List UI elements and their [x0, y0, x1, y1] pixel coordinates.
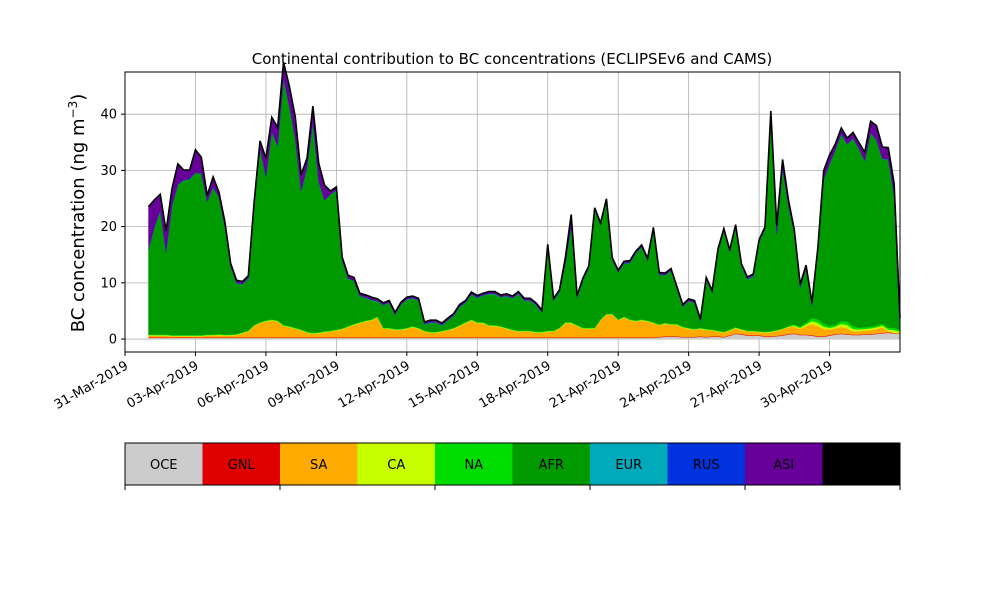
legend-label-rus: RUS: [693, 458, 720, 473]
x-tick-label: 12-Apr-2019: [336, 358, 413, 411]
y-axis-label-main: BC concentration (ng m: [68, 118, 89, 332]
x-tick-label: 30-Apr-2019: [758, 358, 835, 411]
legend-swatch-asi: [745, 443, 823, 485]
legend-label-ca: CA: [387, 458, 405, 473]
y-tick-label: 10: [100, 276, 117, 291]
x-tick-label: 06-Apr-2019: [195, 358, 272, 411]
legend-swatch-ca: [357, 443, 435, 485]
chart-title: Continental contribution to BC concentra…: [252, 50, 773, 68]
x-tick-label: 03-Apr-2019: [124, 358, 201, 411]
x-tick-label: 09-Apr-2019: [265, 358, 342, 411]
legend-label-afr: AFR: [539, 458, 564, 473]
legend-label-eur: EUR: [615, 458, 642, 473]
plot-area: 0 10 20 30 40 31-Mar-201903-Apr-201906-Apr-20…: [52, 61, 901, 413]
legend-label-asi: ASI: [773, 458, 794, 473]
legend-swatch-oce: [125, 443, 203, 485]
legend-label-na: NA: [464, 458, 483, 473]
legend-frame: [124, 442, 901, 486]
x-tick-label: 21-Apr-2019: [547, 358, 624, 411]
legend-label-gnl: GNL: [228, 458, 256, 473]
y-axis-label: BC concentration (ng m−3): [66, 94, 89, 333]
legend-swatch-eur: [590, 443, 668, 485]
plot-frame: [124, 71, 901, 353]
y-axis-label-close: ): [68, 94, 89, 101]
x-tick-label: 24-Apr-2019: [618, 358, 695, 411]
x-tick-label: 18-Apr-2019: [477, 358, 554, 411]
legend-swatch-aus: [822, 443, 900, 485]
legend-swatch-gnl: [202, 443, 280, 485]
y-tick-label: 30: [100, 164, 117, 179]
legend-label-aus: AUS: [848, 458, 875, 473]
x-tick-label: 15-Apr-2019: [406, 358, 483, 411]
legend-swatch-sa: [280, 443, 358, 485]
legend-swatch-na: [435, 443, 513, 485]
x-tick-label: 31-Mar-2019: [52, 358, 131, 412]
total-outline: [147, 61, 901, 324]
legend-label-oce: OCE: [150, 458, 178, 473]
x-tick-label: 27-Apr-2019: [688, 358, 765, 411]
y-axis-label-text: BC concentration (ng m−3): [66, 94, 89, 333]
y-axis-label-superscript: −3: [66, 101, 80, 119]
y-tick-label: 40: [100, 108, 117, 123]
y-tick-label: 20: [100, 220, 117, 235]
legend-swatch-afr: [512, 443, 590, 485]
legend-colorbar: OCE GNL SA CA NA AFR EUR RUS ASI AUS: [124, 442, 901, 490]
legend-label-sa: SA: [310, 458, 327, 473]
y-tick-label: 0: [109, 333, 117, 348]
legend-swatch-rus: [667, 443, 745, 485]
